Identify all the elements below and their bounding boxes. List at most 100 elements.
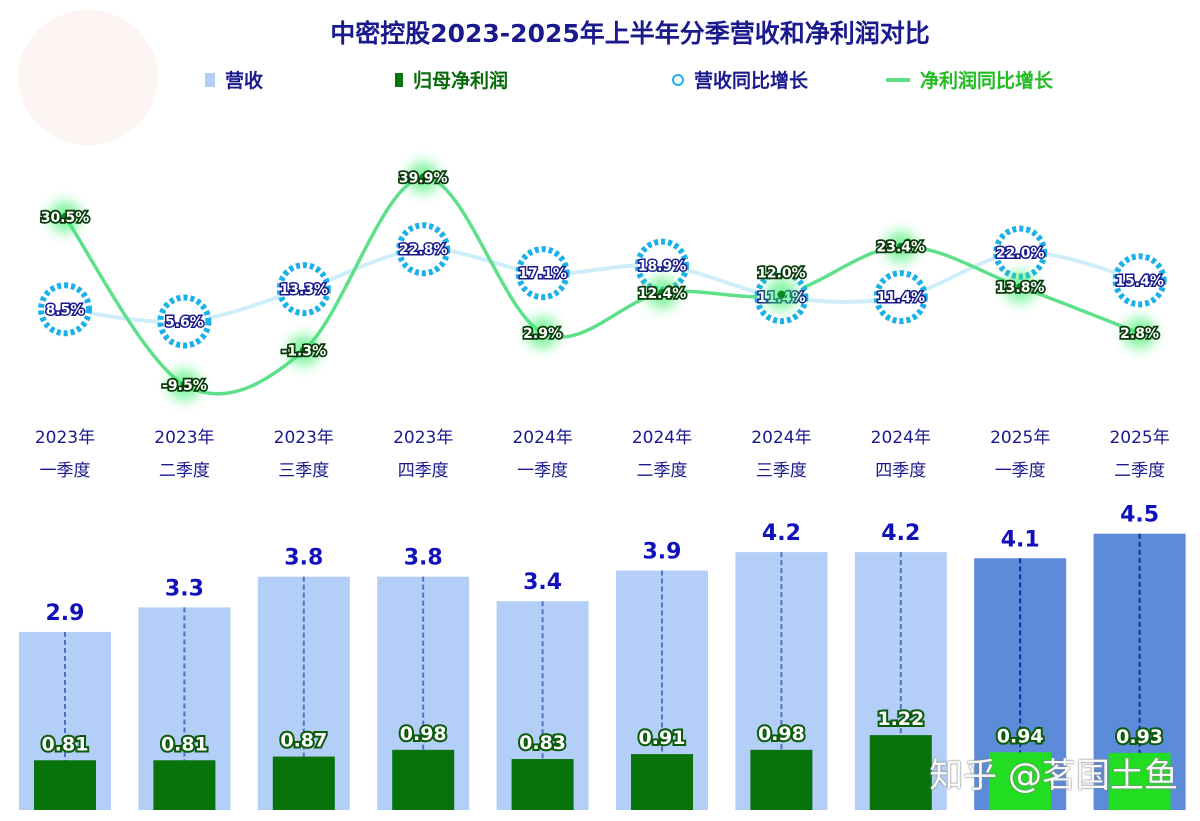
profit-bar — [392, 749, 455, 810]
profit-growth-label: -9.5% — [162, 378, 207, 394]
revenue-data-label: 4.2 — [881, 521, 920, 546]
profit-growth-label: 13.8% — [996, 280, 1045, 296]
profit-growth-label: 12.4% — [638, 286, 687, 302]
profit-bar — [869, 735, 932, 810]
legend-swatch — [672, 73, 684, 86]
profit-growth-point — [538, 328, 547, 337]
revenue-data-label: 3.4 — [523, 570, 562, 595]
revenue-data-label: 4.5 — [1120, 503, 1159, 528]
profit-bar — [34, 760, 96, 810]
legend-label: 净利润同比增长 — [920, 70, 1054, 92]
profit-data-label: 0.83 — [519, 732, 566, 754]
revenue-growth-point-inner — [644, 247, 680, 284]
revenue-growth-line — [64, 247, 1141, 324]
profit-bar — [511, 759, 574, 810]
category-label-quarter: 一季度 — [517, 461, 568, 481]
profit-growth-point — [658, 288, 666, 297]
revenue-growth-point-inner — [405, 231, 442, 268]
profit-data-label: 0.81 — [42, 733, 89, 755]
profit-growth-point — [419, 173, 428, 182]
profit-bar — [272, 756, 335, 810]
category-label-quarter: 四季度 — [398, 461, 449, 481]
revenue-growth-label: 22.8% — [399, 242, 448, 258]
revenue-growth-label: 15.4% — [1115, 273, 1164, 289]
profit-growth-label: 2.9% — [523, 326, 562, 342]
revenue-growth-label: 8.5% — [46, 302, 85, 318]
profit-growth-label: 39.9% — [399, 170, 448, 186]
revenue-data-label: 3.8 — [404, 546, 443, 571]
profit-bar — [631, 754, 693, 810]
chart-title: 中密控股2023-2025年上半年分季营收和净利润对比 — [330, 19, 930, 48]
revenue-data-label: 4.2 — [762, 521, 801, 546]
category-label-year: 2024年 — [871, 428, 931, 448]
category-label-year: 2023年 — [274, 428, 334, 448]
category-label-year: 2023年 — [154, 428, 214, 448]
legend-label: 营收 — [225, 70, 264, 92]
category-label-quarter: 二季度 — [159, 461, 210, 481]
revenue-growth-point-inner — [524, 255, 561, 292]
revenue-growth-point-inner — [882, 279, 919, 316]
revenue-growth-label: 17.1% — [518, 266, 567, 282]
category-label-year: 2025年 — [1109, 428, 1169, 448]
revenue-data-label: 3.9 — [643, 540, 682, 565]
profit-data-label: 0.94 — [997, 725, 1044, 747]
profit-data-label: 0.81 — [161, 733, 208, 755]
revenue-growth-point-inner — [1002, 234, 1039, 271]
profit-growth-point — [1016, 283, 1025, 292]
legend-label: 归母净利润 — [413, 70, 509, 92]
revenue-growth-point-inner — [47, 291, 83, 328]
profit-growth-line — [63, 175, 1141, 396]
revenue-data-label: 3.3 — [165, 576, 204, 601]
legend-swatch — [205, 72, 215, 87]
legend-revenue: 营收 — [205, 66, 263, 93]
profit-bar — [1108, 752, 1171, 810]
profit-bar — [750, 749, 813, 810]
logo-watermark — [18, 10, 158, 145]
profit-growth-point — [180, 380, 189, 389]
legend-swatch — [395, 72, 403, 87]
legend-revenue-growth: 营收同比增长 — [672, 66, 808, 93]
profit-growth-point — [777, 290, 786, 299]
profit-data-label: 0.91 — [639, 727, 686, 749]
profit-data-label: 1.22 — [877, 708, 924, 730]
category-label-quarter: 三季度 — [756, 461, 807, 481]
profit-growth-point — [896, 242, 905, 251]
watermark: 知乎 @茗国土鱼 — [929, 756, 1178, 796]
profit-bar — [153, 760, 216, 810]
profit-data-label: 0.98 — [400, 723, 447, 745]
legend-profit: 归母净利润 — [395, 66, 508, 93]
profit-data-label: 0.98 — [758, 723, 805, 745]
legend-profit-growth: 净利润同比增长 — [886, 66, 1053, 93]
category-label-year: 2024年 — [751, 428, 811, 448]
revenue-growth-label: 18.9% — [638, 259, 687, 275]
profit-growth-label: 30.5% — [41, 210, 90, 226]
profit-growth-label: 12.0% — [757, 266, 806, 282]
category-label-year: 2024年 — [512, 428, 572, 448]
category-label-year: 2023年 — [393, 428, 453, 448]
profit-growth-label: 23.4% — [877, 240, 926, 256]
revenue-growth-point-inner — [166, 303, 203, 340]
category-label-year: 2023年 — [35, 428, 95, 448]
revenue-data-label: 3.8 — [284, 546, 323, 571]
revenue-growth-label: 22.0% — [996, 246, 1045, 262]
category-label-quarter: 三季度 — [278, 461, 329, 481]
profit-data-label: 0.93 — [1116, 726, 1163, 748]
revenue-data-label: 4.1 — [1001, 527, 1040, 552]
category-label-quarter: 二季度 — [1114, 461, 1165, 481]
profit-data-label: 0.87 — [280, 730, 327, 752]
profit-growth-point — [61, 212, 69, 221]
revenue-data-label: 2.9 — [46, 601, 85, 626]
revenue-growth-point-inner — [1121, 262, 1158, 299]
legend-label: 营收同比增长 — [694, 70, 809, 92]
profit-growth-label: 2.8% — [1120, 326, 1159, 342]
category-label-quarter: 二季度 — [637, 461, 688, 481]
category-label-year: 2025年 — [990, 428, 1050, 448]
revenue-growth-label: 5.6% — [165, 314, 204, 330]
legend-swatch — [886, 77, 910, 82]
profit-growth-label: -1.3% — [281, 343, 326, 359]
revenue-growth-label: 13.3% — [280, 282, 329, 298]
profit-growth-point — [1135, 329, 1144, 338]
profit-growth-point — [299, 346, 308, 355]
category-label-quarter: 一季度 — [40, 461, 91, 481]
